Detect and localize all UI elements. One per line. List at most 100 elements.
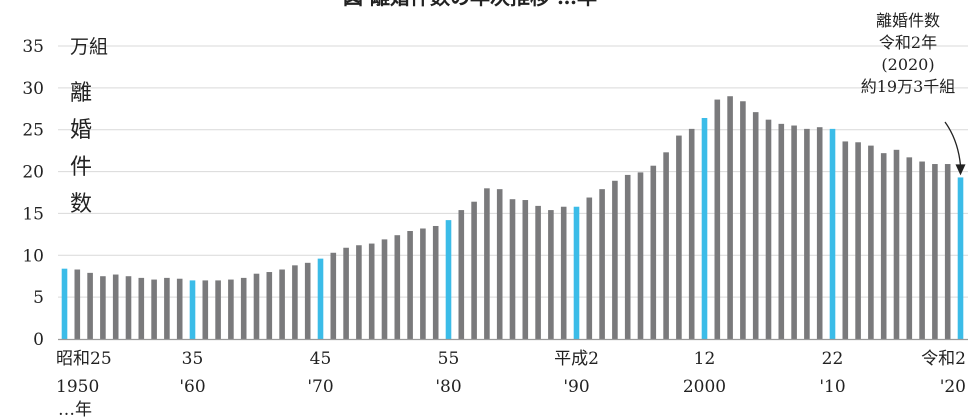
bar [522, 200, 529, 339]
x-tick-label: 45 [310, 349, 332, 369]
bar [202, 280, 209, 339]
bar [868, 145, 874, 339]
y-tick-label: 10 [22, 246, 44, 266]
y-tick-label: 20 [22, 163, 44, 183]
bar [714, 99, 721, 339]
bar [663, 152, 669, 339]
y-axis-label-char: 件 [70, 155, 92, 180]
bar [496, 189, 503, 339]
bar-highlight [957, 177, 964, 339]
bar [612, 180, 618, 339]
bar [279, 269, 285, 339]
x-tick-sublabel: '10 [819, 377, 845, 397]
y-axis-label-char: 数 [70, 192, 92, 217]
bar [688, 128, 695, 339]
bar [944, 164, 951, 339]
y-axis-label: 離婚件数 [70, 81, 92, 217]
x-tick-sublabel: 2000 [683, 377, 726, 397]
bar [394, 235, 401, 339]
bar [176, 278, 183, 339]
y-tick-label: 35 [22, 37, 44, 57]
y-axis-ticks: 0 5 10 15 20 25 30 35 [22, 37, 44, 350]
chart-title: 図 離婚件数の年次推移 …年 [343, 0, 597, 9]
bar [586, 197, 593, 339]
bar-highlight [317, 258, 324, 339]
x-tick-sublabel: '70 [307, 377, 333, 397]
bar [535, 205, 541, 339]
bar [407, 231, 413, 339]
bar [548, 210, 554, 339]
annotation-text: (2020) [881, 55, 934, 74]
bar [240, 277, 247, 339]
bar [560, 206, 567, 339]
x-tick-label: 22 [822, 349, 844, 369]
bar [637, 172, 644, 339]
x-tick-label: 55 [438, 349, 460, 369]
bar [330, 252, 337, 339]
x-tick-sublabel: '90 [563, 377, 589, 397]
bar [458, 210, 465, 339]
bar [356, 245, 362, 339]
bar [471, 201, 477, 339]
bar [112, 274, 119, 339]
annotation-arrowhead [955, 164, 966, 176]
x-tick-label: 令和2 [921, 349, 966, 369]
bar [842, 141, 849, 339]
bar [125, 276, 132, 339]
bar [880, 153, 887, 339]
x-tick-sublabel: 1950 [56, 377, 99, 397]
annotation-text: 令和2年 [879, 33, 937, 52]
bar [381, 239, 388, 339]
annotation-text: 約19万3千組 [861, 77, 956, 96]
annotation-text: 離婚件数 [876, 11, 940, 30]
bar [215, 280, 221, 339]
bar [509, 199, 516, 339]
bar [752, 112, 759, 340]
bar [87, 272, 93, 339]
bar [253, 273, 260, 339]
bar [804, 128, 810, 339]
bar [292, 265, 298, 339]
bar [266, 272, 273, 339]
bar [727, 96, 733, 339]
bar [816, 127, 823, 340]
x-tick-sublabel: '80 [435, 377, 461, 397]
bar [74, 269, 81, 339]
x-axis-ticks: 昭和25 1950 35 '60 45 '70 55 '80 平成2 '90 12 2000 22 '10… [56, 349, 966, 397]
bar [893, 149, 900, 339]
y-tick-label: 5 [33, 288, 44, 308]
bar [855, 142, 861, 339]
x-axis-suffix: …年 [58, 400, 92, 420]
bar [138, 277, 145, 339]
y-tick-label: 25 [22, 121, 44, 141]
y-axis-unit: 万組 [70, 36, 108, 58]
y-axis-label-char: 離 [70, 81, 92, 106]
bar [304, 262, 311, 339]
bar [906, 157, 913, 339]
bar [791, 125, 797, 340]
bar [740, 101, 746, 339]
bar [599, 189, 605, 339]
x-tick-label: 35 [182, 349, 204, 369]
bar [151, 279, 157, 339]
x-tick-sublabel: '20 [940, 377, 966, 397]
bar [164, 277, 170, 339]
bar-highlight [573, 206, 580, 339]
x-tick-label: 平成2 [554, 349, 599, 369]
annotation-arrow [944, 121, 962, 166]
x-tick-label: 昭和25 [56, 349, 112, 369]
bar [343, 247, 349, 339]
bar [100, 276, 106, 339]
bar [932, 164, 938, 339]
bar [919, 161, 925, 339]
bar [432, 225, 439, 339]
bar-highlight [829, 128, 836, 339]
y-axis-label-char: 婚 [70, 118, 92, 143]
bar [228, 279, 234, 339]
bar [368, 243, 375, 339]
bar [420, 228, 426, 339]
y-tick-label: 15 [22, 204, 44, 224]
bar [765, 119, 772, 339]
